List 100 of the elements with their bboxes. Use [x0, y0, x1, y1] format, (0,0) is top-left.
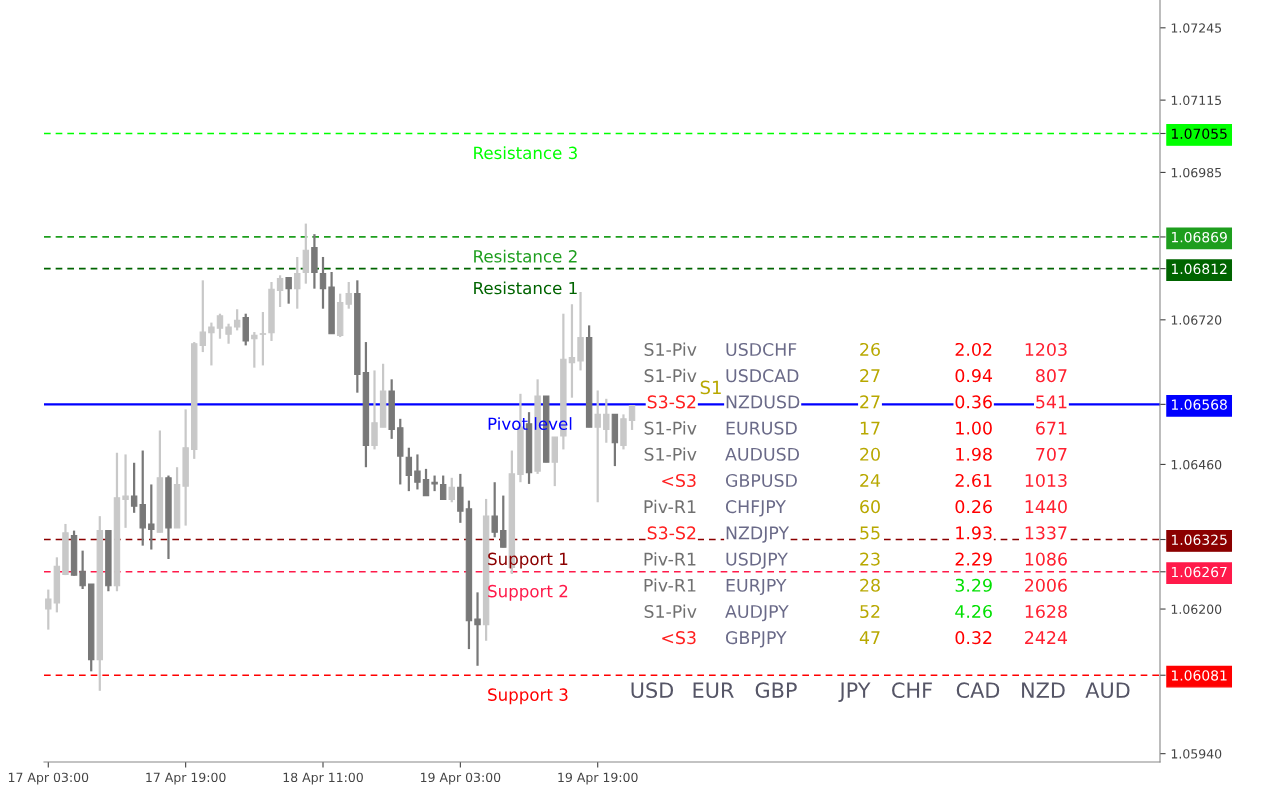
- annotation: 2.29: [955, 552, 992, 566]
- annotation: 2006: [1025, 578, 1067, 592]
- candlestick: [345, 280, 352, 310]
- annotation: GBP: [755, 682, 797, 699]
- annotation: 1337: [1025, 526, 1067, 540]
- annotation: USD: [631, 682, 674, 699]
- annotation: CAD: [956, 682, 1000, 699]
- candlestick: [491, 481, 498, 539]
- annotation: 1.98: [956, 447, 992, 461]
- y-tick-label: 1.07245: [1171, 23, 1222, 33]
- candlestick: [285, 276, 292, 305]
- candlestick: [208, 321, 215, 367]
- candlestick: [371, 369, 378, 451]
- annotation: S1-Piv: [644, 368, 697, 383]
- annotation: 671: [1036, 421, 1067, 435]
- ref-line-label: Support 1: [488, 552, 568, 569]
- candlestick: [276, 274, 284, 309]
- annotation: GBPUSD: [725, 473, 797, 488]
- annotation: Piv-R1: [644, 552, 696, 566]
- annotation: <S3: [662, 473, 696, 488]
- candlestick: [251, 330, 258, 369]
- y-tick-label: 1.05940: [1171, 749, 1222, 759]
- x-tick-label: 18 Apr 11:00: [283, 772, 363, 785]
- annotation: 1203: [1025, 342, 1067, 357]
- annotation: 1628: [1025, 604, 1067, 619]
- annotation: 1.00: [956, 421, 992, 435]
- candlestick: [594, 389, 601, 504]
- annotation: 0.36: [955, 395, 992, 409]
- annotation: GBPJPY: [725, 631, 787, 648]
- annotation: 1440: [1025, 500, 1067, 514]
- candlestick: [79, 549, 86, 591]
- candlestick: [474, 591, 481, 667]
- y-tick-label: 1.06267: [1171, 566, 1227, 578]
- x-tick-label: 19 Apr 03:00: [420, 772, 501, 785]
- annotation: USDJPY: [726, 552, 788, 569]
- annotation: 1013: [1025, 473, 1067, 488]
- y-tick-label: 1.06720: [1171, 315, 1222, 325]
- x-tick-label: 19 Apr 19:00: [558, 772, 638, 785]
- annotation: 23: [860, 552, 880, 566]
- y-tick-label: 1.06869: [1171, 231, 1227, 243]
- annotation: 17: [860, 421, 880, 435]
- candlestick: [568, 303, 576, 399]
- x-tick-label: 17 Apr 03:00: [8, 772, 89, 785]
- candlestick: [139, 449, 146, 547]
- annotation: JPY: [838, 682, 871, 702]
- annotation: S3-S2: [647, 526, 696, 540]
- y-tick-label: 1.06325: [1171, 534, 1227, 545]
- x-tick-label: 17 Apr 19:00: [146, 772, 226, 785]
- candlestick: [439, 474, 447, 501]
- candlestick: [448, 476, 455, 504]
- ref-line-label: Resistance 2: [474, 249, 577, 263]
- annotation: 60: [860, 500, 880, 514]
- candlestick: [122, 453, 129, 529]
- y-tick-label: 1.06568: [1171, 399, 1227, 410]
- annotation: 26: [860, 342, 880, 357]
- annotation: 0.26: [955, 500, 992, 514]
- candlestick: [130, 461, 138, 514]
- annotation: S1-Piv: [644, 342, 697, 357]
- candlestick: [414, 453, 421, 491]
- candlestick: [216, 312, 224, 340]
- annotation: 707: [1036, 447, 1067, 461]
- annotation: AUDJPY: [725, 605, 789, 622]
- candlestick: [45, 588, 52, 631]
- candlestick: [233, 308, 241, 332]
- annotation: 541: [1036, 395, 1067, 409]
- annotation: USDCAD: [726, 369, 799, 383]
- y-tick-label: 1.06200: [1171, 604, 1222, 614]
- y-tick-label: 1.07115: [1171, 95, 1222, 106]
- candlestick: [431, 474, 438, 493]
- annotation: 2424: [1025, 631, 1068, 644]
- annotation: NZDUSD: [726, 395, 800, 409]
- annotation: 4.26: [955, 604, 992, 619]
- annotation: S3-S2: [647, 395, 696, 409]
- y-tick-label: 1.06081: [1171, 670, 1227, 681]
- ref-line-label: Pivot level: [488, 417, 572, 431]
- annotation: 24: [860, 473, 881, 487]
- annotation: S1-Piv: [644, 447, 697, 461]
- y-tick-label: 1.07055: [1171, 128, 1227, 139]
- candlestick: [457, 472, 464, 524]
- candlestick: [319, 255, 327, 310]
- annotation: NZD: [1022, 682, 1065, 698]
- annotation: 28: [860, 578, 880, 592]
- annotation: Piv-R1: [644, 499, 696, 513]
- annotation: 47: [859, 631, 880, 644]
- candlestick: [405, 446, 413, 493]
- annotation: 52: [860, 604, 880, 619]
- annotation: 2.02: [955, 342, 992, 357]
- annotation: 1.93: [956, 526, 992, 540]
- ref-line-label: Support 3: [488, 688, 568, 705]
- annotation: 55: [860, 526, 880, 540]
- annotation: AUDUSD: [725, 447, 800, 461]
- ref-line-label: Support 2: [488, 584, 568, 601]
- candlestick: [603, 397, 610, 444]
- annotation: 0.32: [955, 631, 992, 645]
- annotation: S1-Piv: [644, 421, 697, 435]
- candlestick: [148, 483, 155, 551]
- annotation: 20: [860, 447, 880, 461]
- annotation: AUD: [1085, 682, 1130, 699]
- annotation: NZDJPY: [726, 526, 790, 543]
- annotation: 27: [860, 369, 880, 382]
